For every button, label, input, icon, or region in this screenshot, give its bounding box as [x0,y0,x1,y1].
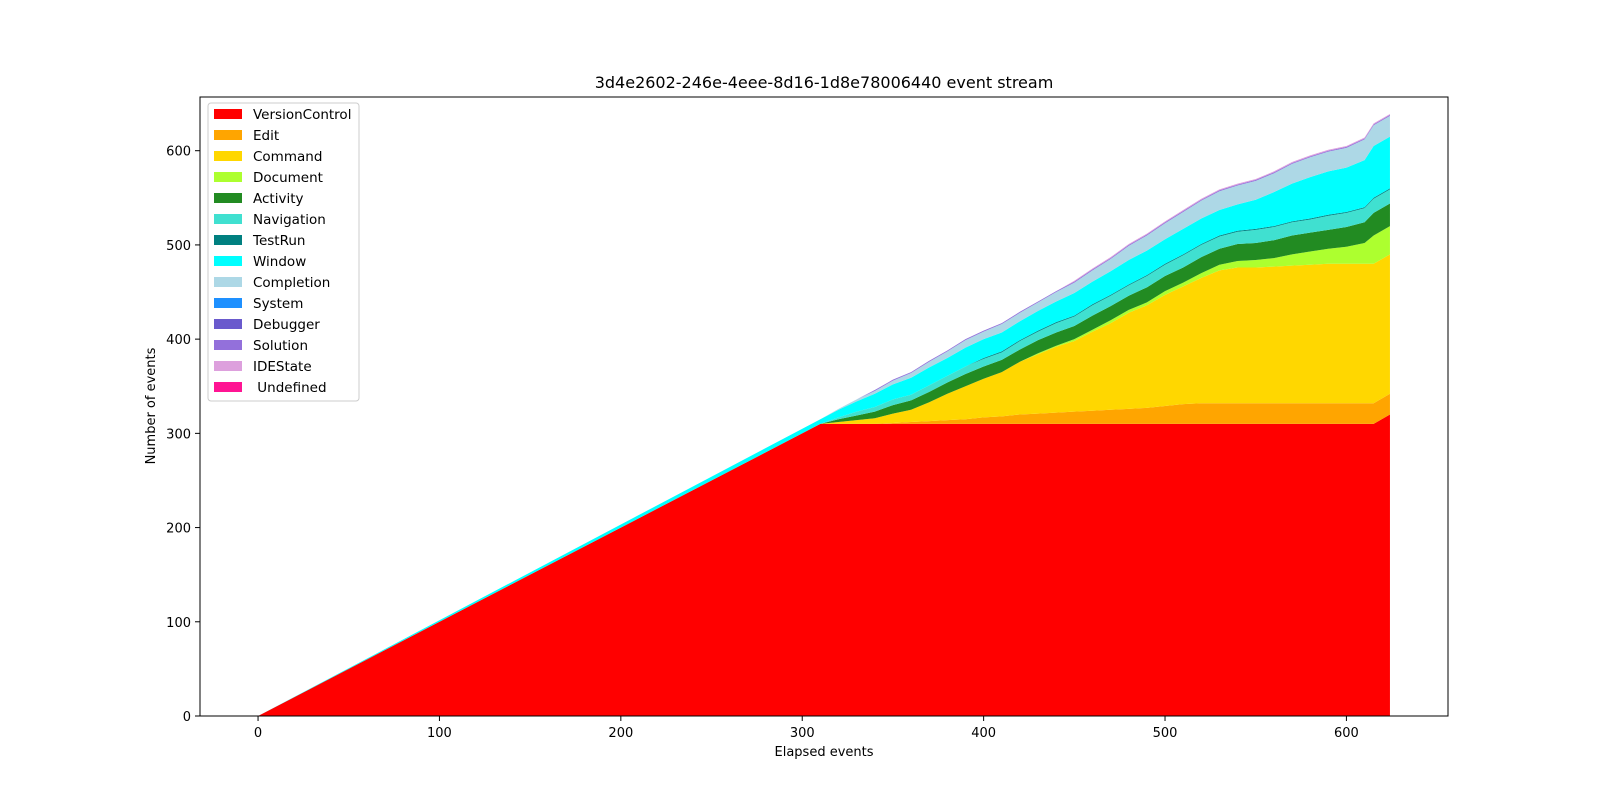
y-tick-label: 200 [166,522,191,537]
legend: VersionControl Edit Command Document Activit… [207,102,360,402]
legend-label-system: System [253,296,303,312]
plot-frame [199,96,1449,717]
legend-swatch-system [214,298,242,308]
legend-swatch-command [214,151,242,161]
legend-label-idestate: IDEState [253,359,312,375]
y-tick-label: 100 [166,616,191,631]
y-tick-label: 300 [166,427,191,442]
legend-label-navigation: Navigation [253,212,326,228]
legend-swatch-edit [214,130,242,140]
legend-swatch-debugger [214,319,242,329]
x-axis: 0 100 200 300 400 500 600 [254,716,1359,741]
y-tick-label: 500 [166,239,191,254]
legend-box [207,102,360,402]
area-series-command [258,254,1390,716]
legend-label-edit: Edit [253,128,279,144]
legend-label-debugger: Debugger [253,317,320,333]
y-axis-label: Number of events [144,347,159,464]
legend-swatch-document [214,172,242,182]
legend-label-document: Document [253,170,323,186]
legend-swatch-navigation [214,214,242,224]
x-tick-label: 600 [1334,726,1359,741]
legend-swatch-activity [214,193,242,203]
legend-label-completion: Completion [253,275,330,291]
y-tick-label: 0 [183,710,191,725]
legend-swatch-undefined [214,382,242,392]
plot-areas [258,113,1390,717]
legend-swatch-completion [214,277,242,287]
legend-label-command: Command [253,149,322,165]
x-tick-label: 400 [971,726,996,741]
area-series-activity [258,203,1390,716]
y-tick-label: 400 [166,333,191,348]
legend-swatch-testrun [214,235,242,245]
legend-label-undefined: Undefined [253,380,327,396]
legend-swatch-versioncontrol [214,109,242,119]
area-series-window [258,136,1390,716]
x-tick-label: 300 [790,726,815,741]
x-tick-label: 500 [1153,726,1178,741]
legend-swatch-idestate [214,361,242,371]
x-axis-label: Elapsed events [775,745,874,760]
legend-label-window: Window [253,254,306,270]
chart-title: 3d4e2602-246e-4eee-8d16-1d8e78006440 eve… [595,73,1054,92]
area-series-versioncontrol [258,414,1390,716]
area-series-completion [258,115,1390,717]
legend-label-activity: Activity [253,191,304,207]
legend-swatch-window [214,256,242,266]
y-axis: 0 100 200 300 400 500 600 [166,145,200,725]
legend-label-testrun: TestRun [252,233,305,249]
legend-label-solution: Solution [253,338,308,354]
y-tick-label: 600 [166,145,191,160]
legend-label-versioncontrol: VersionControl [253,107,351,123]
legend-swatch-solution [214,340,242,350]
x-tick-label: 100 [427,726,452,741]
x-tick-label: 0 [254,726,262,741]
x-tick-label: 200 [608,726,633,741]
